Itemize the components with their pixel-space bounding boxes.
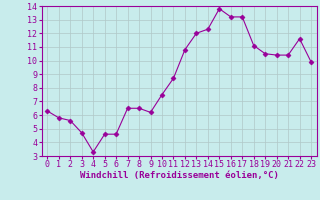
X-axis label: Windchill (Refroidissement éolien,°C): Windchill (Refroidissement éolien,°C)	[80, 171, 279, 180]
